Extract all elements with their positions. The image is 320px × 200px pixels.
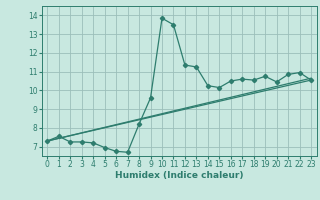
X-axis label: Humidex (Indice chaleur): Humidex (Indice chaleur) xyxy=(115,171,244,180)
